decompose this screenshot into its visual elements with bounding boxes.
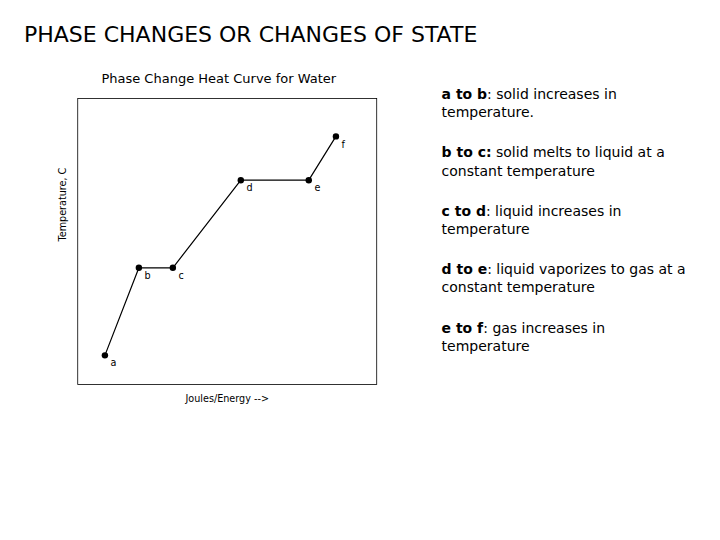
svg-text:b: b	[145, 270, 151, 281]
html-text:b to c: solid melts to liquid: b to c: solid melts to liquid at a const…	[441, 144, 665, 179]
html-text:Phase Change Heat Curve for Wa: Phase Change Heat Curve for Water	[101, 71, 337, 86]
svg-text:e: e	[314, 182, 320, 193]
svg-text:f: f	[342, 139, 346, 150]
html-text:d to e: liquid vaporizes to ga: d to e: liquid vaporizes to gas at a con…	[441, 261, 686, 296]
svg-text:d: d	[246, 182, 252, 193]
html-text:PHASE CHANGES OR CHANGES OF ST: PHASE CHANGES OR CHANGES OF STATE	[24, 22, 478, 47]
svg-text:Joules/Energy -->: Joules/Energy -->	[184, 393, 268, 404]
svg-text:Temperature, C: Temperature, C	[57, 167, 68, 242]
html-text:e to f: gas increases in tempe: e to f: gas increases in temperature	[441, 319, 606, 354]
html-text:a to b: solid increases in tem: a to b: solid increases in temperature.	[441, 86, 617, 121]
html-text:c to d: liquid increases in te: c to d: liquid increases in temperature	[441, 202, 622, 237]
svg-text:c: c	[178, 270, 183, 281]
svg-text:a: a	[111, 357, 117, 368]
